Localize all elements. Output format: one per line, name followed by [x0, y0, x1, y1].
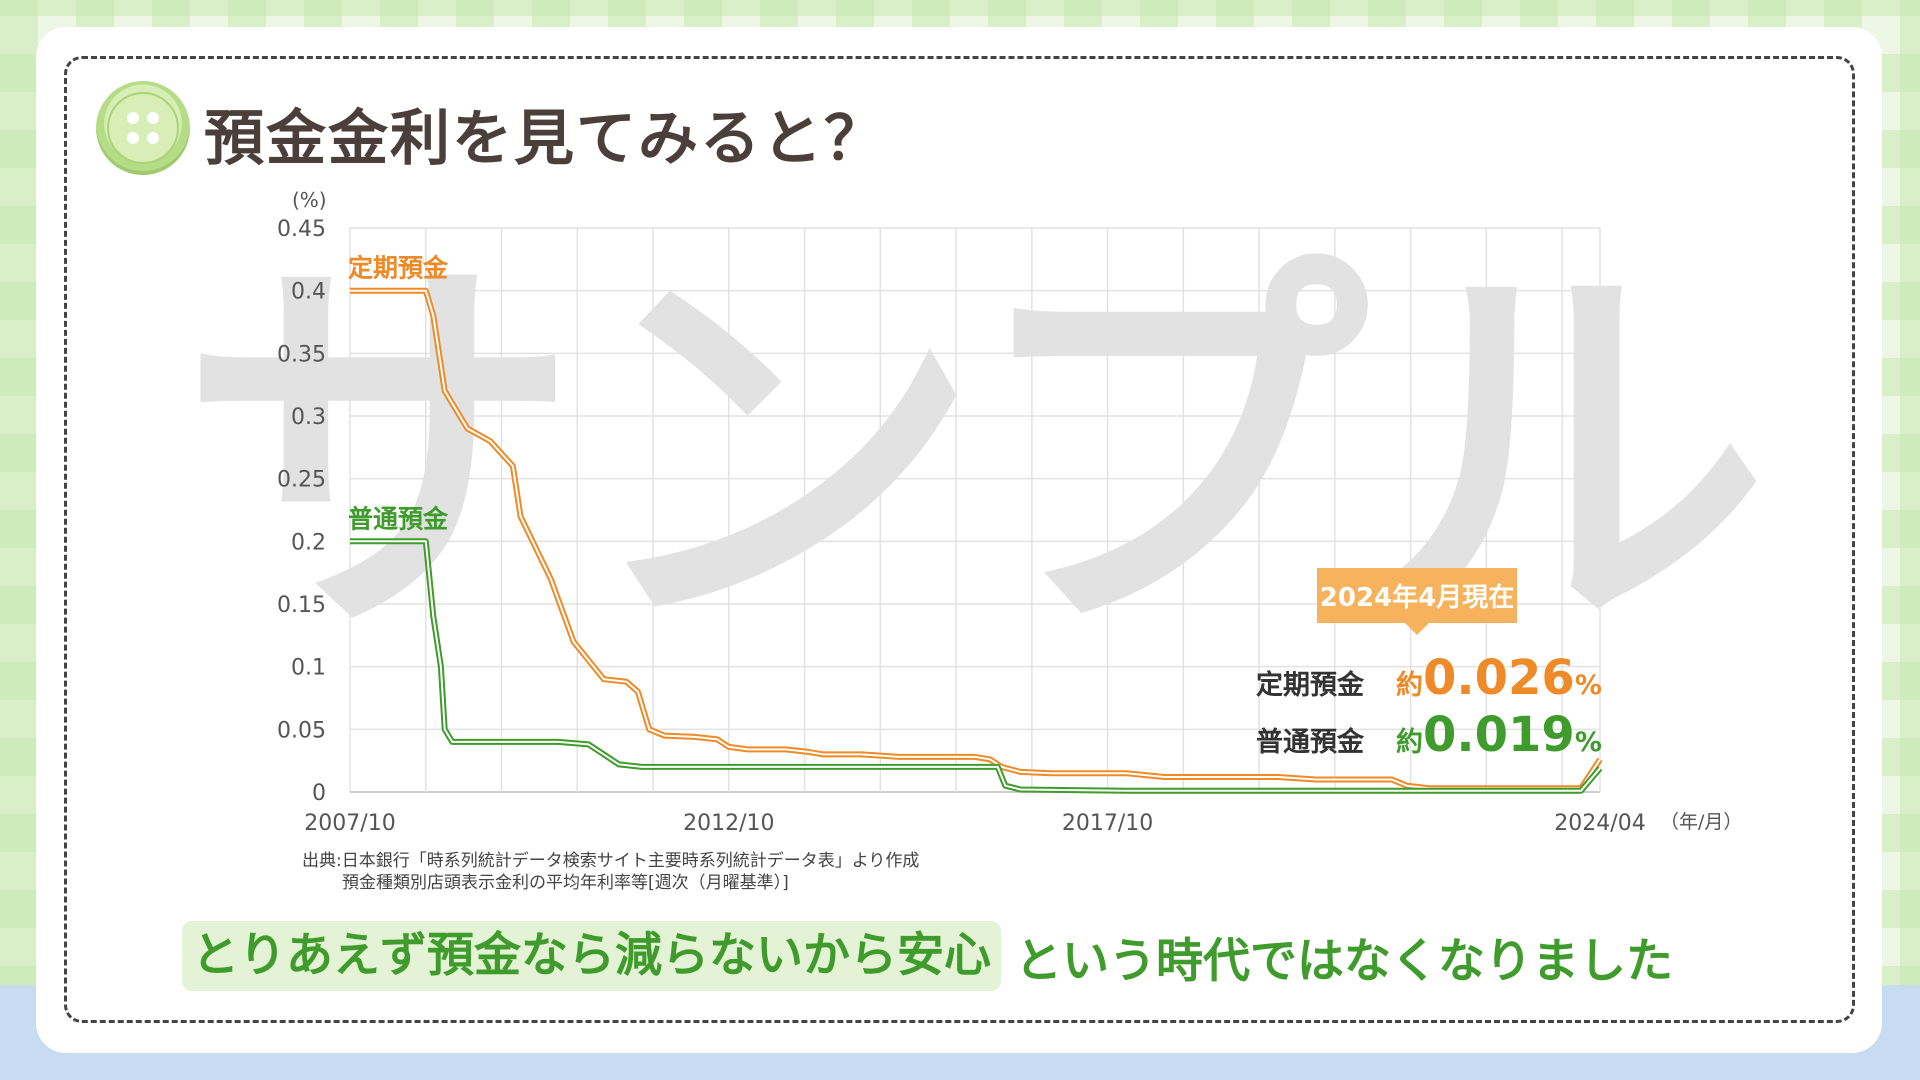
y-tick-label: 0.05	[277, 718, 326, 743]
page-title: 預金金利を見てみると？	[204, 104, 886, 174]
rate-name: 定期預金	[1256, 670, 1364, 701]
date-badge: 2024年4月現在	[1317, 568, 1517, 635]
button-icon	[96, 81, 190, 175]
source-line-1: 出典:日本銀行「時系列統計データ検索サイト主要時系列統計データ表」より作成	[302, 851, 920, 871]
rate-prefix: 約	[1396, 670, 1423, 701]
chart-series	[350, 287, 1603, 794]
slide-card	[36, 27, 1882, 1053]
y-tick-label: 0.15	[277, 593, 326, 618]
y-tick-label: 0.1	[291, 656, 326, 681]
rate-value: 0.019	[1423, 707, 1575, 763]
rate-value: 0.026	[1423, 650, 1575, 706]
y-tick-label: 0.4	[291, 280, 326, 305]
x-tick-label: 2007/10	[304, 811, 395, 836]
x-tick-label: 2024/04	[1554, 811, 1645, 836]
source-note: 出典:日本銀行「時系列統計データ検索サイト主要時系列統計データ表」より作成 預金…	[302, 850, 919, 894]
y-tick-label: 0.3	[291, 405, 326, 430]
x-axis-unit: （年/月）	[1660, 811, 1742, 833]
rate-row-time-deposit: 定期預金 約 0.026 %	[1256, 650, 1602, 706]
rate-unit: %	[1574, 727, 1602, 758]
x-tick-label: 2017/10	[1062, 811, 1153, 836]
y-axis-unit: (%)	[292, 188, 327, 212]
x-axis-ticks: 2007/10 2012/10 2017/10 2024/04 （年/月）	[304, 811, 1742, 836]
series-line-inner	[350, 289, 1601, 790]
x-tick-label: 2012/10	[683, 811, 774, 836]
rate-row-ordinary-deposit: 普通預金 約 0.019 %	[1256, 707, 1602, 763]
series-label: 定期預金	[348, 254, 449, 283]
tagline-rest: という時代ではなくなりました	[1015, 933, 1673, 989]
y-tick-label: 0.35	[277, 342, 326, 367]
y-tick-label: 0.45	[277, 217, 326, 242]
series-label: 普通預金	[348, 504, 449, 533]
y-tick-label: 0.25	[277, 468, 326, 493]
series-line-inner	[350, 540, 1601, 792]
y-axis-ticks: 0 0.05 0.1 0.15 0.2 0.25 0.3 0.35 0.4 0.45	[277, 217, 326, 806]
tagline: とりあえず預金なら減らないから安心 という時代ではなくなりました	[182, 920, 1673, 992]
rate-prefix: 約	[1396, 727, 1423, 758]
dashed-frame	[64, 56, 1855, 1023]
rate-unit: %	[1574, 670, 1602, 701]
y-tick-label: 0.2	[291, 530, 326, 555]
rate-name: 普通預金	[1256, 727, 1364, 758]
source-line-2: 預金種類別店頭表示金利の平均年利率等[週次（月曜基準）]	[342, 873, 789, 893]
tagline-highlight: とりあえず預金なら減らないから安心	[182, 921, 1001, 991]
y-tick-label: 0	[312, 781, 326, 806]
